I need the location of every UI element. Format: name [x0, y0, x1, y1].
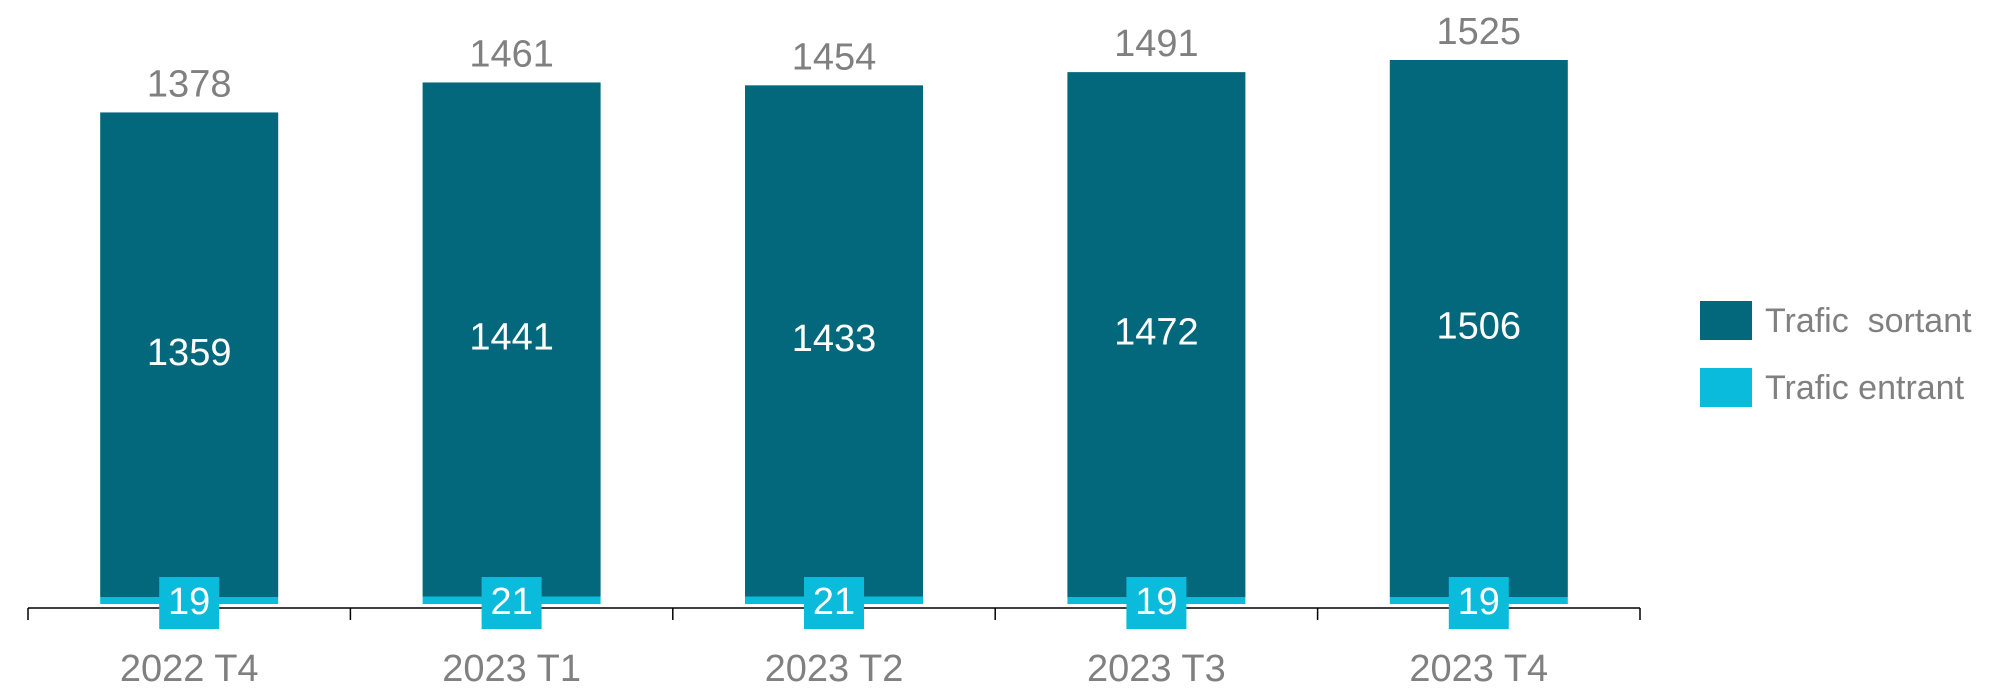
legend-label: Trafic entrant [1765, 369, 1965, 407]
data-label: 21 [813, 581, 855, 623]
x-tick-label: 2023 T1 [442, 648, 581, 690]
x-tick-label: 2023 T4 [1409, 648, 1548, 690]
legend-swatch [1700, 368, 1752, 407]
total-label: 1491 [1114, 23, 1199, 65]
bar-segment [100, 112, 279, 598]
data-label: 19 [1458, 581, 1500, 623]
data-label: 1506 [1437, 306, 1522, 348]
data-label: 1472 [1114, 312, 1199, 354]
data-label: 1441 [469, 317, 554, 359]
bar-segment [422, 82, 601, 597]
total-label: 1461 [469, 34, 554, 76]
data-label: 21 [490, 581, 532, 623]
data-label: 19 [1135, 581, 1177, 623]
data-label: 1433 [792, 318, 877, 360]
label-box [481, 577, 542, 629]
bar-segment [1389, 60, 1568, 598]
label-box [159, 577, 220, 629]
x-tick-label: 2022 T4 [120, 648, 259, 690]
data-label: 1359 [147, 332, 232, 374]
bar-segment [745, 85, 923, 597]
x-tick-label: 2023 T3 [1087, 648, 1226, 690]
x-tick-label: 2023 T2 [765, 648, 904, 690]
total-label: 1378 [147, 63, 232, 105]
bar-segment [1067, 72, 1246, 598]
total-label: 1525 [1437, 11, 1522, 53]
total-label: 1454 [792, 36, 877, 78]
legend-label: Trafic sortant [1765, 302, 1972, 340]
label-box [1126, 577, 1187, 629]
legend-swatch [1700, 301, 1752, 340]
label-box [804, 577, 864, 629]
data-label: 19 [168, 581, 210, 623]
label-box [1448, 577, 1509, 629]
